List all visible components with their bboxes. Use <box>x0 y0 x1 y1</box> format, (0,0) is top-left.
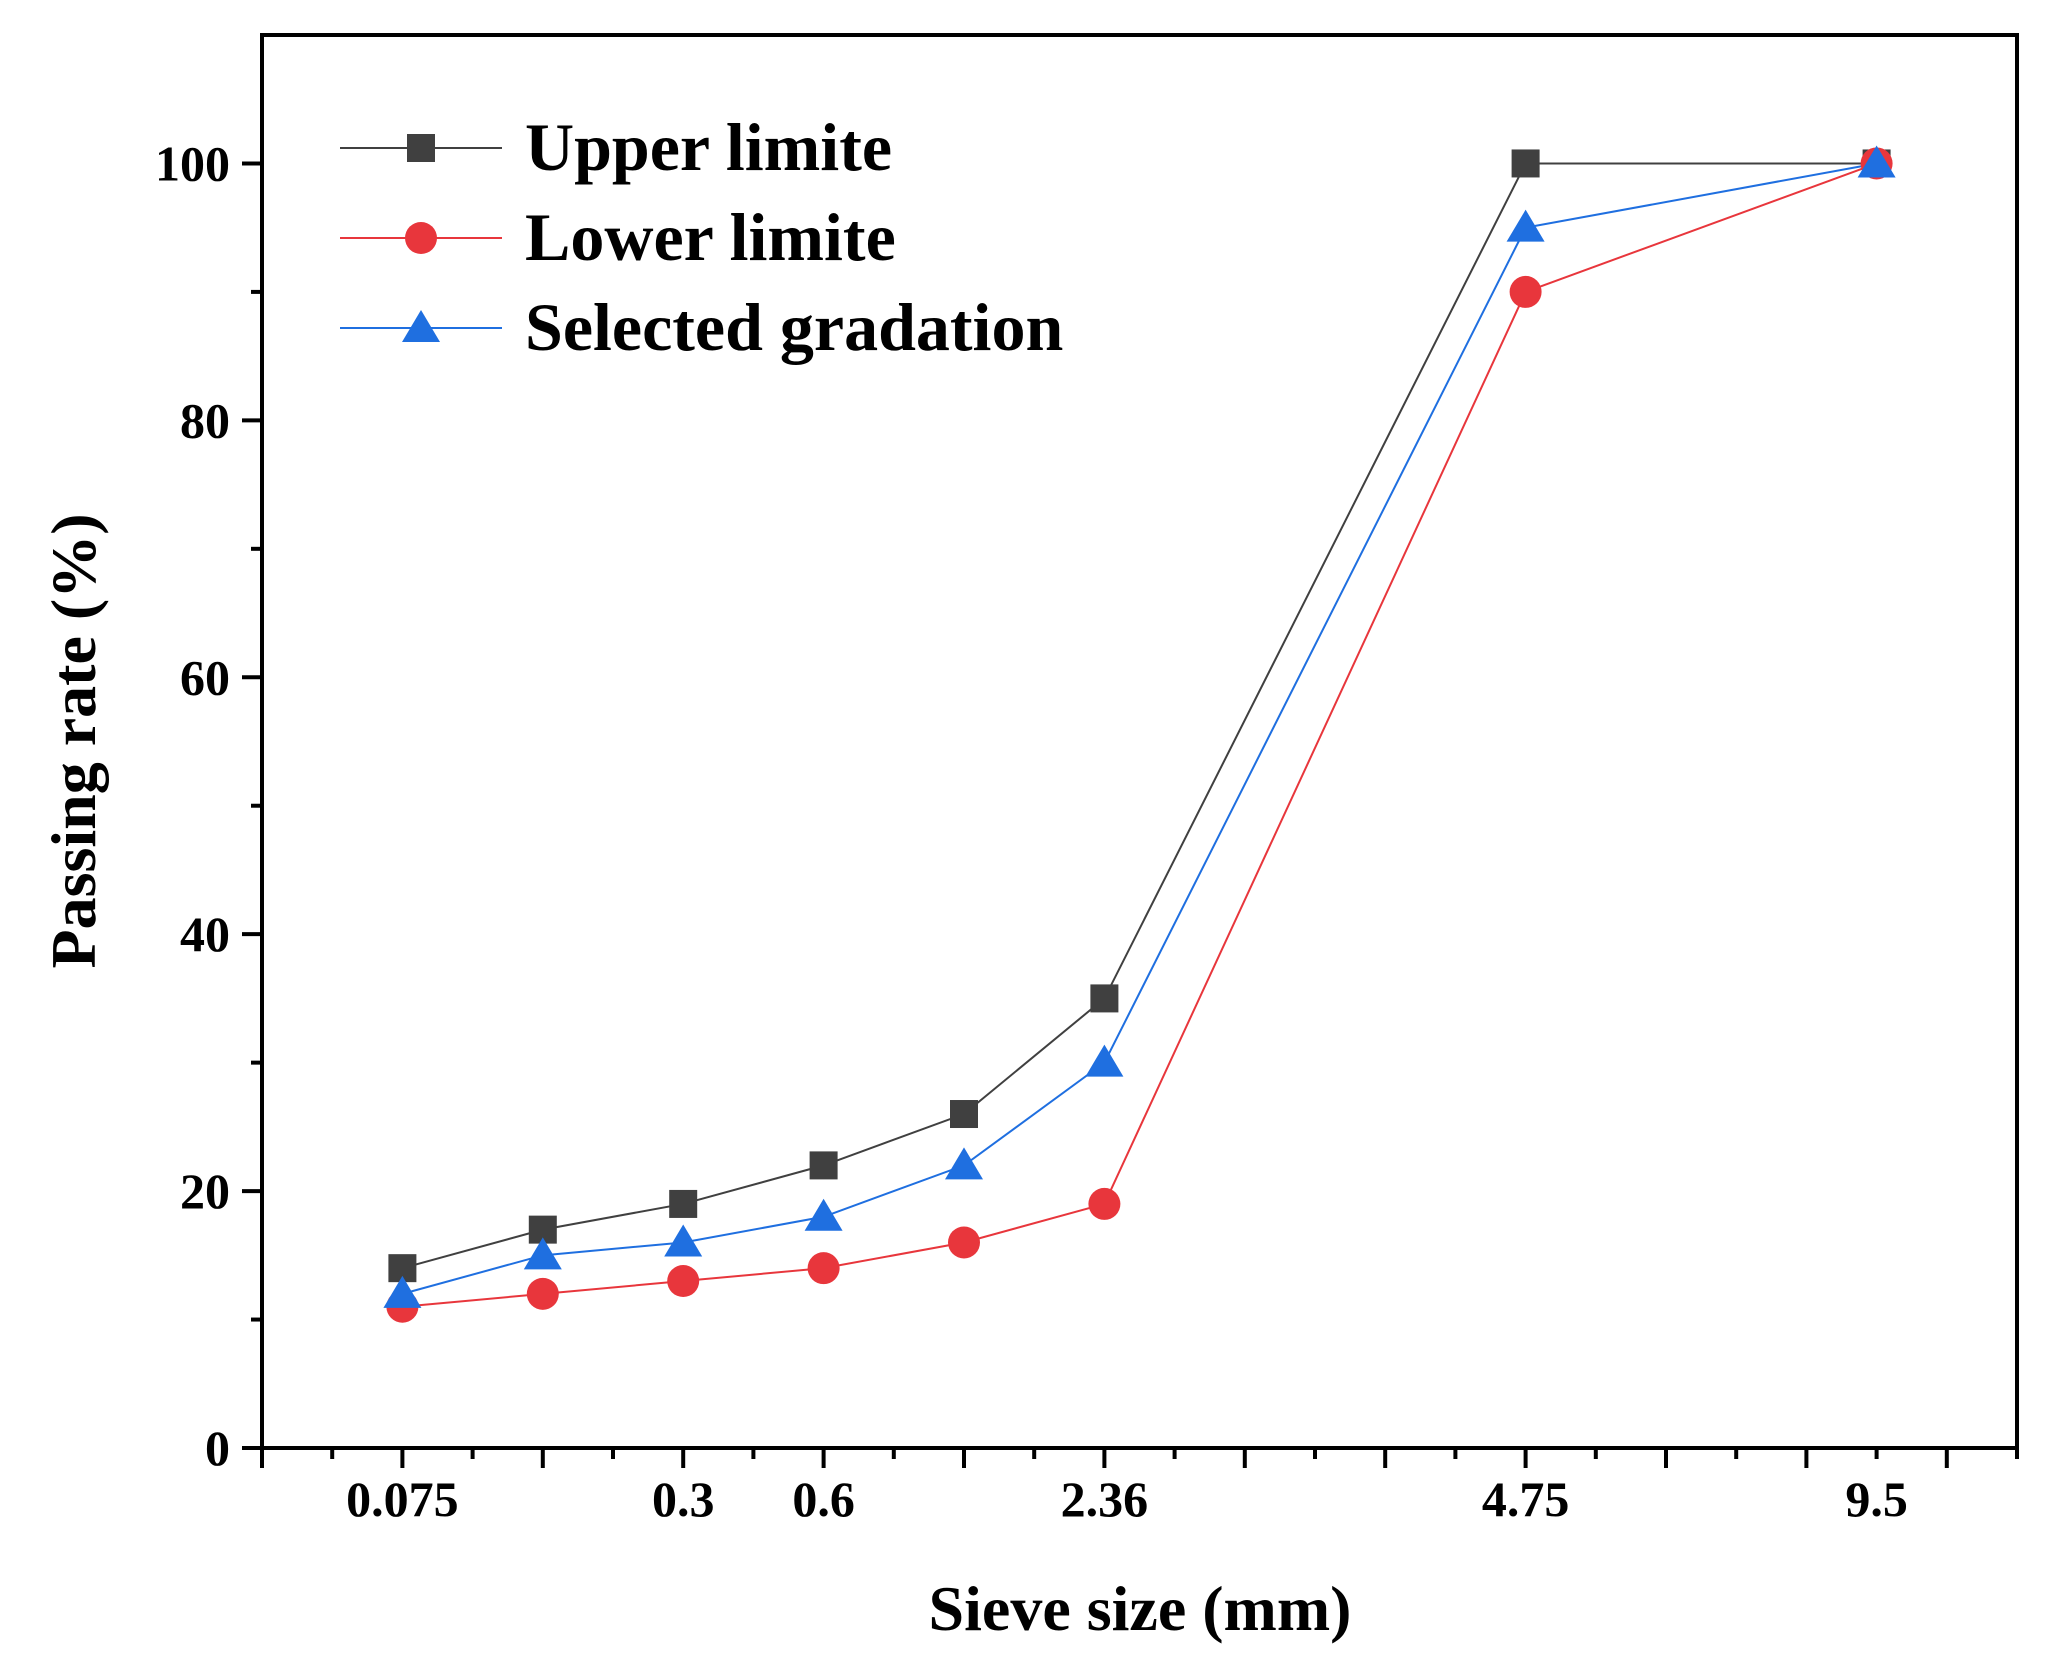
selected-gradation-point <box>1857 145 1896 178</box>
x-axis-title: Sieve size (mm) <box>929 1573 1352 1644</box>
lower-limite-line <box>402 162 1877 1308</box>
upper-limite-line <box>402 162 1877 1270</box>
legend-marker-selected-gradation <box>402 310 440 342</box>
upper-limite-point <box>809 1151 838 1180</box>
y-axis: 0 20 40 60 80 100 <box>155 135 262 1476</box>
lower-limite-point <box>667 1265 700 1298</box>
selected-gradation-point <box>945 1147 983 1180</box>
y-tick-label: 40 <box>180 906 230 962</box>
y-tick-label: 20 <box>180 1163 230 1219</box>
lower-limite-point <box>526 1277 559 1310</box>
legend-label-selected-gradation: Selected gradation <box>525 289 1063 365</box>
upper-limite-point <box>950 1100 978 1129</box>
selected-gradation-point <box>1085 1044 1124 1077</box>
x-tick-label: 0.3 <box>652 1471 715 1527</box>
selected-gradation-point <box>523 1237 562 1270</box>
lower-limite-point <box>807 1252 840 1285</box>
upper-limite-point <box>669 1189 698 1218</box>
legend: Upper limite Lower limite Selected gradati… <box>340 109 1063 365</box>
x-tick-label: 4.75 <box>1482 1471 1570 1527</box>
y-axis-title: Passing rate (%) <box>38 513 109 968</box>
x-axis: 0.075 0.3 0.6 2.36 4.75 9.5 <box>260 1448 2019 1527</box>
y-tick-label: 80 <box>180 392 230 448</box>
y-tick-label: 100 <box>155 135 230 191</box>
lower-limite-point <box>1509 275 1542 308</box>
upper-limite-point <box>1511 149 1540 178</box>
lower-limite-point <box>948 1226 980 1259</box>
selected-gradation-point <box>383 1275 422 1308</box>
x-tick-label: 0.6 <box>792 1471 855 1527</box>
lower-limite-point <box>1088 1187 1121 1220</box>
series-lines <box>402 162 1877 1308</box>
selected-gradation-line <box>402 162 1877 1295</box>
selected-gradation-point <box>1506 209 1545 242</box>
selected-gradation-point <box>664 1224 703 1257</box>
selected-gradation-point <box>804 1198 843 1231</box>
legend-label-upper-limite: Upper limite <box>525 109 892 185</box>
series-markers <box>383 145 1896 1323</box>
legend-label-lower-limite: Lower limite <box>525 199 896 275</box>
x-tick-label: 2.36 <box>1061 1471 1149 1527</box>
x-tick-label: 9.5 <box>1845 1471 1908 1527</box>
upper-limite-point <box>1090 984 1119 1013</box>
x-tick-label: 0.075 <box>346 1471 459 1527</box>
y-tick-label: 0 <box>205 1420 230 1476</box>
y-tick-label: 60 <box>180 649 230 705</box>
legend-marker-upper-limite <box>407 134 435 162</box>
plot-frame <box>260 33 2019 1450</box>
legend-marker-lower-limite <box>405 222 437 254</box>
